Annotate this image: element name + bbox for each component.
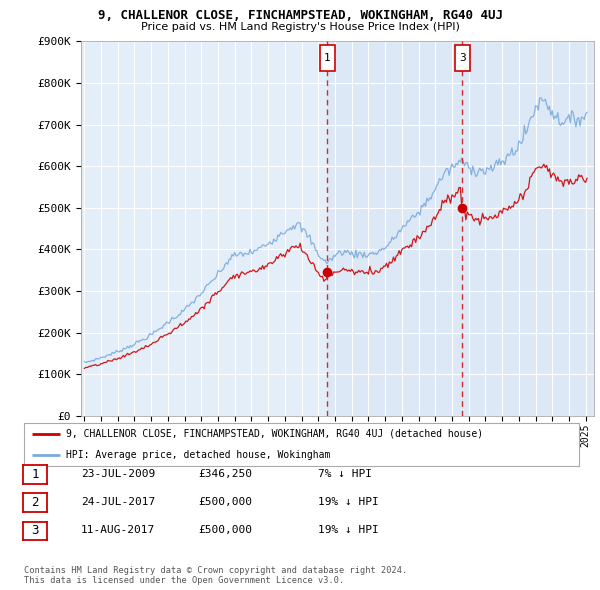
Text: HPI: Average price, detached house, Wokingham: HPI: Average price, detached house, Woki… <box>65 450 330 460</box>
Text: 11-AUG-2017: 11-AUG-2017 <box>81 526 155 535</box>
Text: 7% ↓ HPI: 7% ↓ HPI <box>318 469 372 478</box>
Text: 19% ↓ HPI: 19% ↓ HPI <box>318 526 379 535</box>
Bar <box>328 41 594 416</box>
FancyBboxPatch shape <box>455 45 470 71</box>
Text: £500,000: £500,000 <box>198 526 252 535</box>
Text: 19% ↓ HPI: 19% ↓ HPI <box>318 497 379 507</box>
Text: Price paid vs. HM Land Registry's House Price Index (HPI): Price paid vs. HM Land Registry's House … <box>140 22 460 32</box>
FancyBboxPatch shape <box>320 45 335 71</box>
Text: 9, CHALLENOR CLOSE, FINCHAMPSTEAD, WOKINGHAM, RG40 4UJ: 9, CHALLENOR CLOSE, FINCHAMPSTEAD, WOKIN… <box>97 9 503 22</box>
Text: 23-JUL-2009: 23-JUL-2009 <box>81 469 155 478</box>
Text: 1: 1 <box>324 53 331 63</box>
Text: 3: 3 <box>459 53 466 63</box>
Text: 3: 3 <box>31 525 38 537</box>
Text: 9, CHALLENOR CLOSE, FINCHAMPSTEAD, WOKINGHAM, RG40 4UJ (detached house): 9, CHALLENOR CLOSE, FINCHAMPSTEAD, WOKIN… <box>65 429 483 439</box>
Text: 1: 1 <box>31 468 38 481</box>
Text: £346,250: £346,250 <box>198 469 252 478</box>
Text: 2: 2 <box>31 496 38 509</box>
Text: Contains HM Land Registry data © Crown copyright and database right 2024.
This d: Contains HM Land Registry data © Crown c… <box>24 566 407 585</box>
Text: £500,000: £500,000 <box>198 497 252 507</box>
Text: 24-JUL-2017: 24-JUL-2017 <box>81 497 155 507</box>
